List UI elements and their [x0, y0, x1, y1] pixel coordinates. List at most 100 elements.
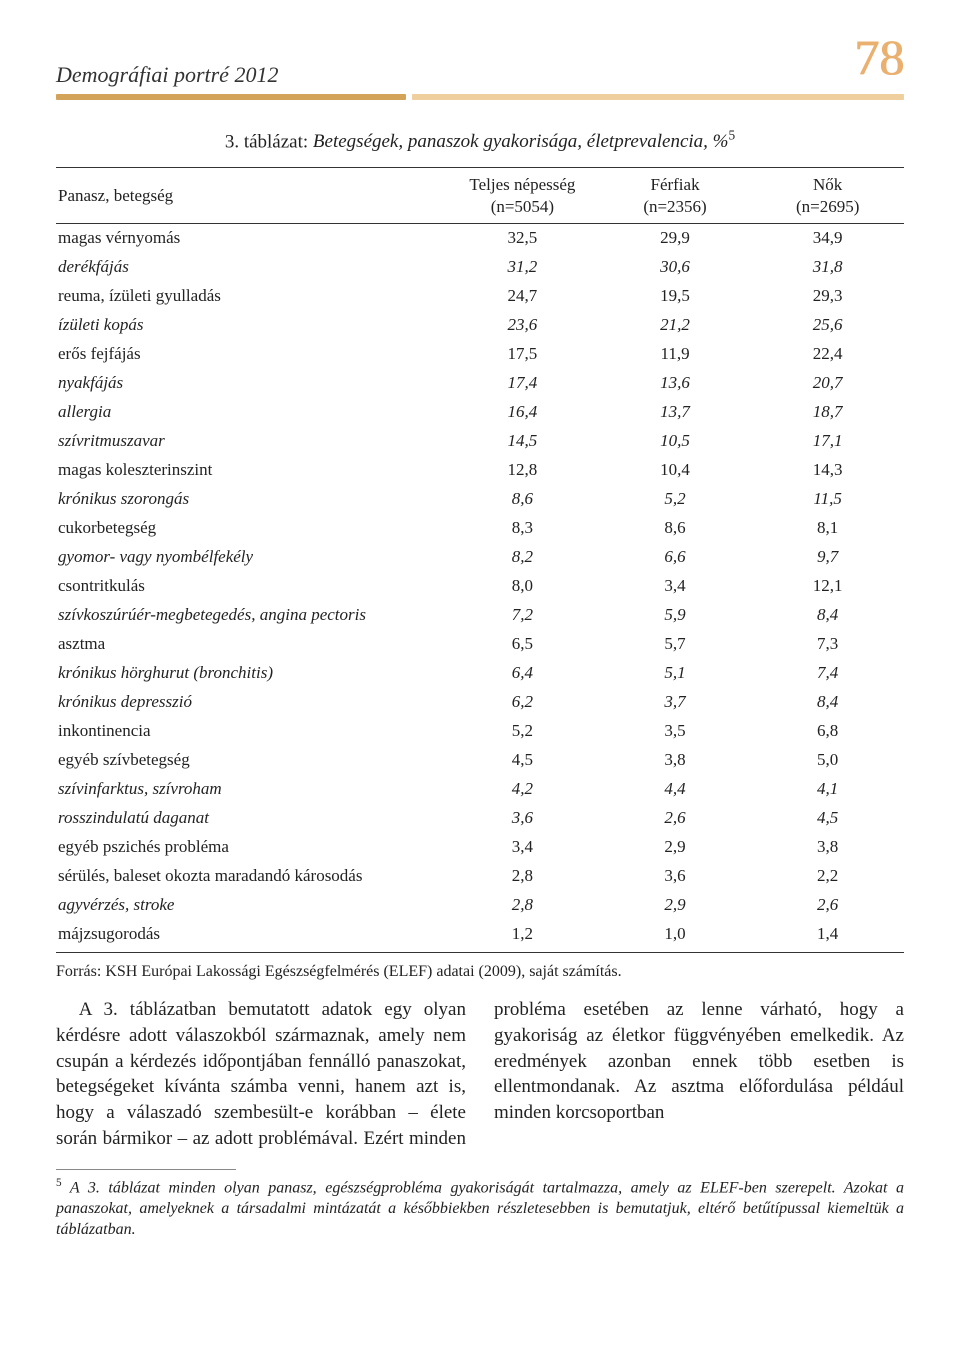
table-row: derékfájás31,230,631,8: [56, 253, 904, 282]
col-header-2: Férfiak(n=2356): [599, 168, 752, 224]
col-header-3: Nők(n=2695): [751, 168, 904, 224]
row-value: 2,6: [751, 891, 904, 920]
table-row: szívkoszúrúér-megbetegedés, angina pecto…: [56, 601, 904, 630]
col-header-1: Teljes népesség(n=5054): [446, 168, 599, 224]
row-value: 8,2: [446, 543, 599, 572]
row-value: 11,5: [751, 485, 904, 514]
row-value: 7,4: [751, 659, 904, 688]
table-title-sup: 5: [729, 128, 736, 143]
body-text-columns: A 3. táblázatban bemutatott adatok egy o…: [56, 997, 904, 1151]
col-header-0: Panasz, betegség: [56, 168, 446, 224]
row-value: 2,8: [446, 862, 599, 891]
row-value: 21,2: [599, 311, 752, 340]
row-value: 11,9: [599, 340, 752, 369]
row-label: csontritkulás: [56, 572, 446, 601]
footnote-rule: [56, 1169, 236, 1170]
table-row: gyomor- vagy nyombélfekély8,26,69,7: [56, 543, 904, 572]
page-header: Demográfiai portré 2012 78: [56, 38, 904, 88]
row-label: inkontinencia: [56, 717, 446, 746]
row-value: 6,5: [446, 630, 599, 659]
row-value: 5,2: [446, 717, 599, 746]
row-label: asztma: [56, 630, 446, 659]
table-row: reuma, ízületi gyulladás24,719,529,3: [56, 282, 904, 311]
row-label: krónikus depresszió: [56, 688, 446, 717]
row-label: krónikus szorongás: [56, 485, 446, 514]
table-row: magas koleszterinszint12,810,414,3: [56, 456, 904, 485]
table-source: Forrás: KSH Európai Lakossági Egészségfe…: [56, 963, 904, 981]
row-value: 5,7: [599, 630, 752, 659]
row-value: 6,2: [446, 688, 599, 717]
header-rule: [56, 94, 904, 100]
row-value: 22,4: [751, 340, 904, 369]
row-value: 3,4: [446, 833, 599, 862]
page-number: 78: [854, 32, 904, 82]
row-value: 25,6: [751, 311, 904, 340]
row-value: 3,4: [599, 572, 752, 601]
row-value: 8,6: [599, 514, 752, 543]
row-label: szívritmuszavar: [56, 427, 446, 456]
row-value: 18,7: [751, 398, 904, 427]
row-value: 8,0: [446, 572, 599, 601]
row-value: 6,4: [446, 659, 599, 688]
row-value: 20,7: [751, 369, 904, 398]
row-label: rosszindulatú daganat: [56, 804, 446, 833]
row-value: 17,1: [751, 427, 904, 456]
row-value: 17,5: [446, 340, 599, 369]
table-body: magas vérnyomás32,529,934,9derékfájás31,…: [56, 223, 904, 953]
table-row: cukorbetegség8,38,68,1: [56, 514, 904, 543]
table-row: krónikus depresszió6,23,78,4: [56, 688, 904, 717]
footnote: 5 A 3. táblázat minden olyan panasz, egé…: [56, 1176, 904, 1241]
row-value: 1,4: [751, 920, 904, 953]
table-row: sérülés, baleset okozta maradandó károso…: [56, 862, 904, 891]
table-title-lead: 3. táblázat:: [225, 131, 313, 152]
row-value: 1,0: [599, 920, 752, 953]
row-value: 1,2: [446, 920, 599, 953]
table-row: asztma6,55,77,3: [56, 630, 904, 659]
row-label: májzsugorodás: [56, 920, 446, 953]
row-label: krónikus hörghurut (bronchitis): [56, 659, 446, 688]
table-row: egyéb pszichés probléma3,42,93,8: [56, 833, 904, 862]
row-value: 19,5: [599, 282, 752, 311]
row-label: szívkoszúrúér-megbetegedés, angina pecto…: [56, 601, 446, 630]
row-value: 5,9: [599, 601, 752, 630]
row-value: 5,2: [599, 485, 752, 514]
table-row: erős fejfájás17,511,922,4: [56, 340, 904, 369]
row-label: sérülés, baleset okozta maradandó károso…: [56, 862, 446, 891]
row-value: 2,9: [599, 891, 752, 920]
row-value: 14,3: [751, 456, 904, 485]
row-value: 17,4: [446, 369, 599, 398]
row-value: 5,0: [751, 746, 904, 775]
table-row: krónikus hörghurut (bronchitis)6,45,17,4: [56, 659, 904, 688]
row-label: gyomor- vagy nyombélfekély: [56, 543, 446, 572]
row-label: egyéb szívbetegség: [56, 746, 446, 775]
row-label: cukorbetegség: [56, 514, 446, 543]
row-value: 8,4: [751, 688, 904, 717]
row-value: 34,9: [751, 223, 904, 253]
row-value: 23,6: [446, 311, 599, 340]
row-value: 4,5: [751, 804, 904, 833]
body-paragraph: A 3. táblázatban bemutatott adatok egy o…: [56, 997, 904, 1151]
table-row: krónikus szorongás8,65,211,5: [56, 485, 904, 514]
table-row: májzsugorodás1,21,01,4: [56, 920, 904, 953]
row-value: 8,6: [446, 485, 599, 514]
row-value: 13,6: [599, 369, 752, 398]
row-value: 2,9: [599, 833, 752, 862]
row-value: 13,7: [599, 398, 752, 427]
row-value: 2,6: [599, 804, 752, 833]
row-label: reuma, ízületi gyulladás: [56, 282, 446, 311]
table-row: szívinfarktus, szívroham4,24,44,1: [56, 775, 904, 804]
footnote-text: A 3. táblázat minden olyan panasz, egész…: [56, 1180, 904, 1239]
table-row: magas vérnyomás32,529,934,9: [56, 223, 904, 253]
row-value: 10,4: [599, 456, 752, 485]
row-value: 12,1: [751, 572, 904, 601]
row-value: 24,7: [446, 282, 599, 311]
table-row: agyvérzés, stroke2,82,92,6: [56, 891, 904, 920]
table-row: ízületi kopás23,621,225,6: [56, 311, 904, 340]
row-label: allergia: [56, 398, 446, 427]
row-value: 29,3: [751, 282, 904, 311]
rule-segment-b: [412, 94, 904, 100]
row-value: 3,5: [599, 717, 752, 746]
row-value: 30,6: [599, 253, 752, 282]
row-value: 3,7: [599, 688, 752, 717]
row-value: 3,8: [751, 833, 904, 862]
